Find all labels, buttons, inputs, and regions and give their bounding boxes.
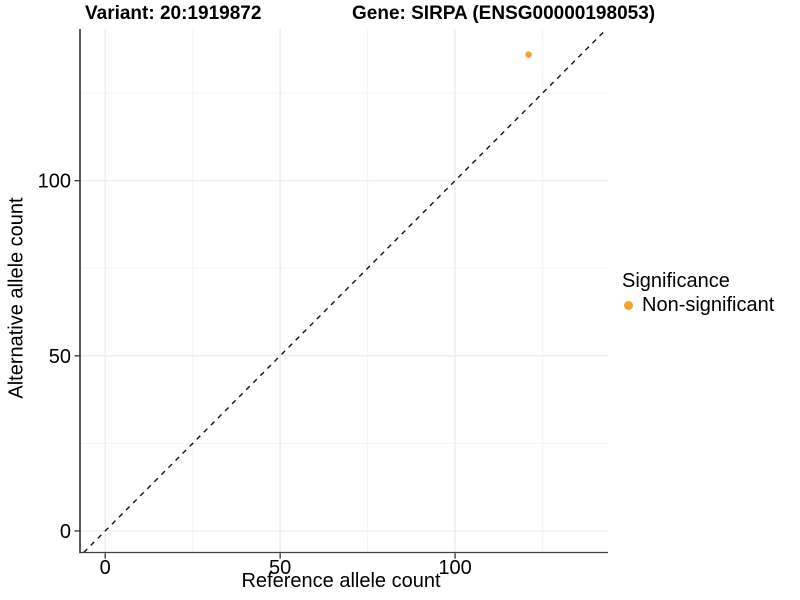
gene-title: Gene: SIRPA (ENSG00000198053) [352, 3, 656, 24]
x-tick-label: 0 [100, 557, 111, 579]
y-tick-label: 50 [49, 346, 71, 368]
legend-item-label: Non-significant [642, 293, 775, 316]
legend-dot-icon [624, 300, 633, 310]
variant-title: Variant: 20:1919872 [85, 3, 262, 24]
legend-item-non-significant: Non-significant [621, 294, 774, 316]
y-tick-label: 100 [38, 171, 71, 193]
y-tick-label: 0 [60, 521, 71, 543]
legend: Significance Non-significant [621, 270, 774, 316]
x-axis-title: Reference allele count [241, 570, 441, 592]
data-point [525, 51, 532, 58]
x-tick-label: 100 [438, 557, 471, 579]
legend-title: Significance [622, 270, 730, 292]
x-tick-label: 50 [269, 557, 291, 579]
identity-line [83, 28, 608, 553]
